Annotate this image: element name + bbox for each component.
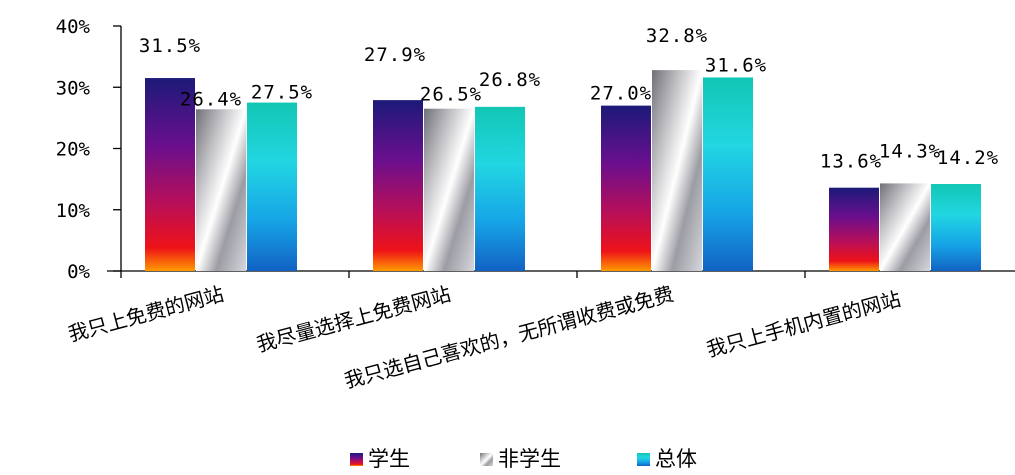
y-tick-label: 30% xyxy=(56,77,91,99)
legend: 学生 非学生 总体 xyxy=(350,447,697,471)
bar xyxy=(373,100,423,271)
legend-swatch xyxy=(480,453,493,466)
y-tick-label: 40% xyxy=(56,16,91,38)
data-label: 26.4% xyxy=(180,88,242,110)
bar xyxy=(196,109,246,271)
data-label: 31.5% xyxy=(139,35,201,57)
data-label: 14.3% xyxy=(879,140,941,162)
legend-label: 非学生 xyxy=(498,447,561,471)
bar xyxy=(247,102,297,271)
data-label: 13.6% xyxy=(820,151,882,173)
legend-swatch xyxy=(350,453,363,466)
bars xyxy=(145,70,981,271)
category-label: 我只上手机内置的网站 xyxy=(704,287,903,362)
data-label: 26.8% xyxy=(479,69,541,91)
bar xyxy=(703,77,753,271)
data-label: 27.0% xyxy=(590,83,652,105)
bar xyxy=(829,187,879,271)
data-labels: 31.5% 26.4% 27.5% 27.9% 26.5%26.8% 27.0% 32.8%… xyxy=(139,25,999,173)
y-tick-label: 20% xyxy=(56,139,91,161)
bar xyxy=(145,78,195,271)
bar xyxy=(475,106,525,271)
data-label: 32.8% xyxy=(646,25,708,47)
bar xyxy=(880,183,930,271)
data-label: 26.5% xyxy=(420,84,482,106)
data-label: 27.5% xyxy=(251,82,313,104)
bar xyxy=(601,105,651,271)
data-label: 14.2% xyxy=(937,147,999,169)
category-label: 我尽量选择上免费网站 xyxy=(254,282,453,357)
legend-swatch xyxy=(637,453,650,466)
legend-label: 学生 xyxy=(368,447,410,471)
y-tick-label: 0% xyxy=(67,261,90,283)
data-label: 27.9% xyxy=(364,44,426,66)
y-tick-label: 10% xyxy=(56,200,91,222)
data-label: 31.6% xyxy=(705,54,767,76)
bar xyxy=(424,108,474,271)
category-label: 我只上免费的网站 xyxy=(66,282,227,347)
legend-label: 总体 xyxy=(655,447,697,471)
bar xyxy=(652,70,702,271)
bar xyxy=(931,184,981,271)
